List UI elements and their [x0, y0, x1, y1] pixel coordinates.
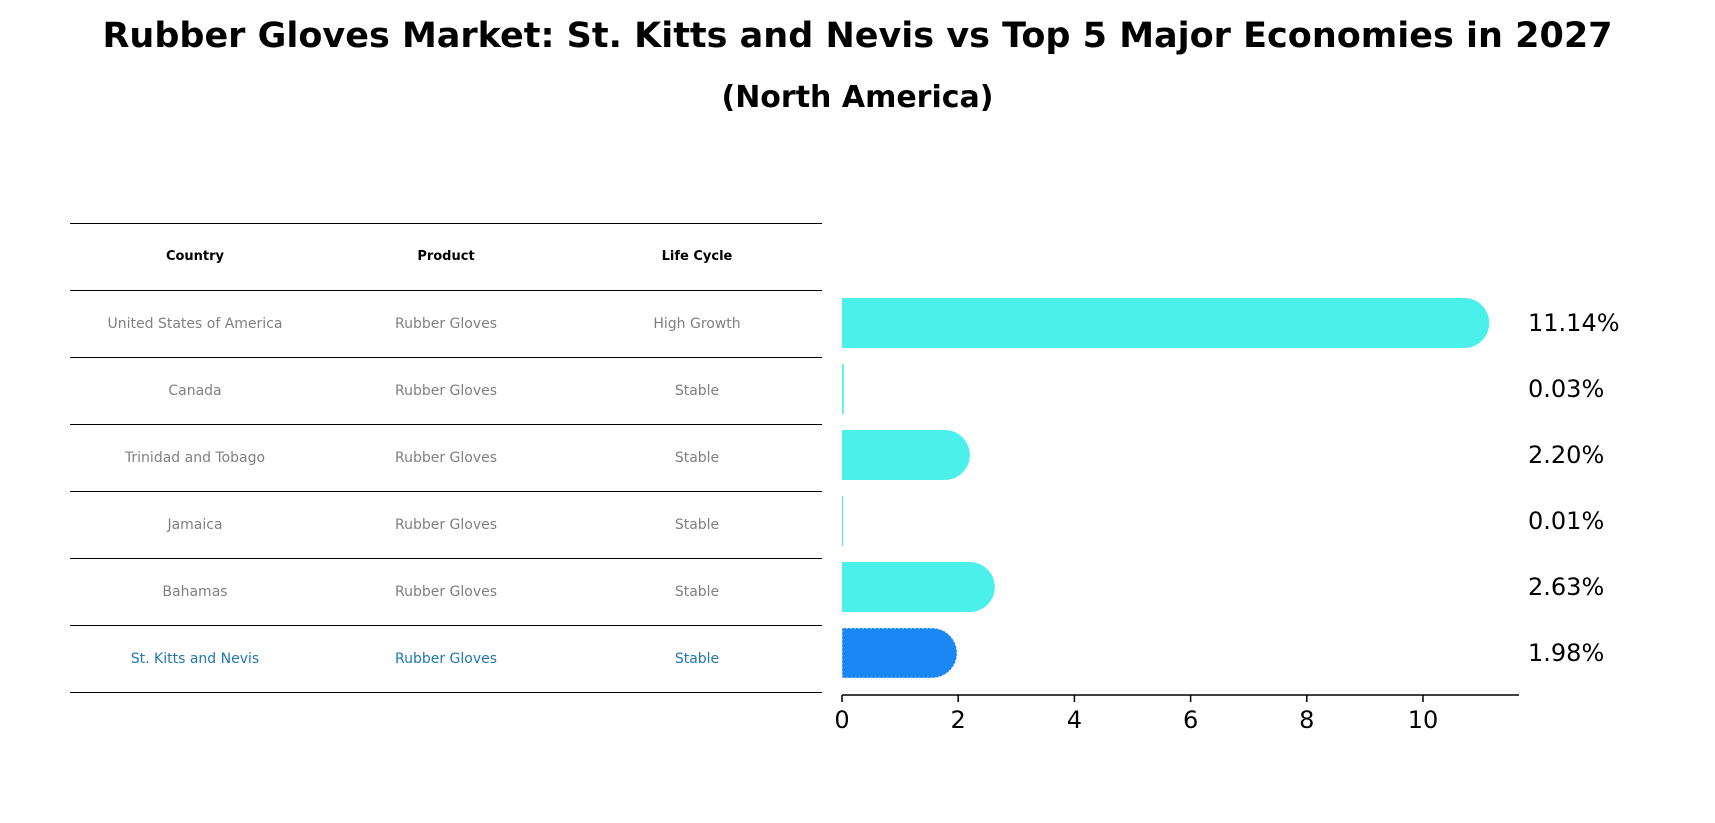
- table-row-highlighted: St. Kitts and Nevis Rubber Gloves Stable: [70, 625, 822, 693]
- cell-life-cycle: Stable: [674, 450, 720, 466]
- bar-highlighted: [841, 627, 958, 679]
- bar-value-label: 1.98%: [1528, 639, 1604, 667]
- cell-life-cycle: High Growth: [653, 316, 741, 332]
- header-product: Product: [417, 249, 475, 264]
- cell-country: Bahamas: [162, 584, 228, 600]
- x-tick-label: 10: [1408, 706, 1439, 734]
- data-table: Country Product Life Cycle United States…: [70, 223, 822, 693]
- table-row: United States of America Rubber Gloves H…: [70, 290, 822, 357]
- bar: [842, 562, 995, 612]
- chart-title: Rubber Gloves Market: St. Kitts and Nevi…: [102, 16, 1613, 56]
- x-tick-label: 4: [1067, 706, 1082, 734]
- header-country: Country: [165, 249, 225, 264]
- bar-value-label: 2.20%: [1528, 441, 1604, 469]
- bar-value-label: 2.63%: [1528, 573, 1604, 601]
- bar-value-label: 0.03%: [1528, 375, 1604, 403]
- header-life-cycle: Life Cycle: [661, 249, 733, 264]
- table-row: Jamaica Rubber Gloves Stable: [70, 491, 822, 558]
- cell-country: St. Kitts and Nevis: [130, 651, 260, 667]
- x-tick-label: 0: [834, 706, 849, 734]
- cell-product: Rubber Gloves: [394, 316, 498, 332]
- cell-country: Jamaica: [167, 517, 223, 533]
- bar: [842, 364, 844, 414]
- bar-value-label: 0.01%: [1528, 507, 1604, 535]
- bar: [842, 298, 1490, 348]
- bar-value-label: 11.14%: [1528, 309, 1620, 337]
- cell-product: Rubber Gloves: [394, 517, 498, 533]
- cell-product: Rubber Gloves: [394, 383, 498, 399]
- cell-life-cycle: Stable: [674, 584, 720, 600]
- table-row: Canada Rubber Gloves Stable: [70, 357, 822, 424]
- bar: [842, 430, 970, 480]
- cell-product: Rubber Gloves: [394, 651, 498, 667]
- chart-subtitle: (North America): [721, 80, 994, 115]
- table-row: Bahamas Rubber Gloves Stable: [70, 558, 822, 625]
- table-row: Trinidad and Tobago Rubber Gloves Stable: [70, 424, 822, 491]
- cell-product: Rubber Gloves: [394, 450, 498, 466]
- cell-product: Rubber Gloves: [394, 584, 498, 600]
- cell-life-cycle: Stable: [674, 651, 720, 667]
- cell-country: Canada: [168, 383, 222, 399]
- cell-country: United States of America: [107, 316, 283, 332]
- x-tick-label: 8: [1299, 706, 1314, 734]
- x-tick-label: 2: [951, 706, 966, 734]
- cell-life-cycle: Stable: [674, 383, 720, 399]
- table-header-row: Country Product Life Cycle: [70, 223, 822, 290]
- bar: [842, 496, 843, 546]
- cell-country: Trinidad and Tobago: [124, 450, 266, 466]
- cell-life-cycle: Stable: [674, 517, 720, 533]
- x-tick-label: 6: [1183, 706, 1198, 734]
